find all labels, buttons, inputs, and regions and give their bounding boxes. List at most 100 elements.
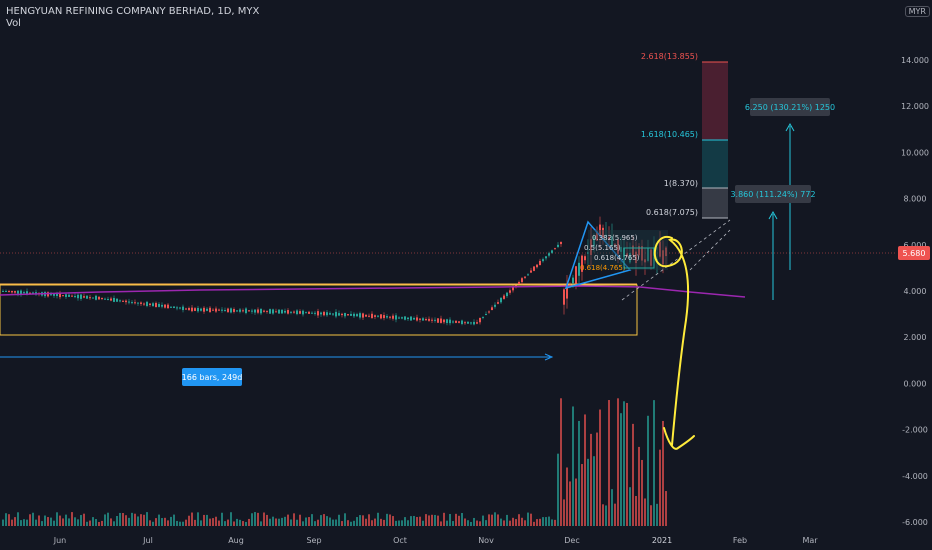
volume-bar <box>152 521 154 526</box>
date-range-label-bg <box>182 368 242 386</box>
volume-bar <box>206 514 208 526</box>
candle <box>563 289 565 305</box>
candle <box>533 266 535 271</box>
volume-bar <box>248 518 250 526</box>
volume-bar <box>452 521 454 526</box>
volume-bar <box>638 446 640 526</box>
volume-bar <box>479 521 481 526</box>
candle <box>521 278 523 283</box>
volume-bar <box>122 513 124 526</box>
consolidation-box <box>623 247 655 269</box>
volume-bar <box>440 521 442 526</box>
volume-bar <box>530 513 532 526</box>
candle <box>83 296 85 298</box>
volume-bar <box>518 514 520 526</box>
volume-bar <box>566 467 568 526</box>
volume-bar <box>326 516 328 526</box>
candle <box>317 311 319 316</box>
price-tick-label: 10.000 <box>901 148 929 157</box>
candle <box>140 302 142 304</box>
volume-bar <box>149 520 151 526</box>
volume-bar <box>185 519 187 526</box>
candle <box>17 290 19 294</box>
candle <box>221 309 223 311</box>
candle <box>146 301 148 307</box>
candle <box>575 266 577 284</box>
volume-bar <box>293 513 295 526</box>
volume-bar <box>2 519 4 526</box>
candle <box>374 315 376 317</box>
volume-bar <box>581 464 583 526</box>
volume-bar <box>98 521 100 526</box>
candle <box>452 321 454 323</box>
volume-bar <box>170 516 172 526</box>
volume-bar <box>569 481 571 526</box>
candle <box>530 270 532 273</box>
volume-bar <box>464 518 466 526</box>
fib-level-label-1: 1.618(10.465) <box>641 130 698 139</box>
candle <box>380 314 382 319</box>
candle <box>5 290 7 292</box>
fib-extension: 2.618(13.855) 1.618(10.465) 1(8.370) 0.6… <box>641 52 728 219</box>
candle <box>557 244 559 247</box>
volume-bar <box>458 515 460 526</box>
fib-retracement-small: 0.382(5.965) 0.5(5.165) 0.618(4.765) 0.6… <box>580 230 668 272</box>
candle <box>494 304 496 307</box>
candle <box>326 312 328 316</box>
candle <box>551 250 553 253</box>
candle <box>62 295 64 297</box>
volume-bar <box>620 413 622 526</box>
candle <box>86 295 88 299</box>
candle <box>80 294 82 299</box>
candle <box>287 310 289 314</box>
price-tick-label: 14.000 <box>901 56 929 65</box>
volume-bar <box>467 520 469 526</box>
range-box <box>0 284 638 336</box>
fib-inner-label-0: 0.382(5.965) <box>592 234 638 242</box>
volume-bar <box>101 520 103 526</box>
volume-bar <box>14 517 16 526</box>
volume-bar <box>29 514 31 526</box>
volume-bar <box>5 513 7 526</box>
volume-bar <box>272 516 274 526</box>
candle <box>485 314 487 316</box>
time-axis[interactable]: Jun Jul Aug Sep Oct Nov Dec 2021 Feb Mar <box>53 536 819 545</box>
volume-bar <box>305 517 307 526</box>
candle <box>443 319 445 323</box>
volume-bar <box>647 415 649 526</box>
volume-bar <box>239 519 241 526</box>
candle <box>182 306 184 311</box>
volume-bar <box>251 513 253 526</box>
candle <box>356 314 358 317</box>
candle <box>68 294 70 297</box>
volume-bar <box>173 514 175 526</box>
volume-bar <box>269 518 271 526</box>
volume-bar <box>560 398 562 526</box>
candle <box>248 310 250 312</box>
volume-bar <box>287 514 289 526</box>
volume-bar <box>419 516 421 526</box>
candle <box>134 302 136 304</box>
volume-bar <box>473 517 475 526</box>
currency-badge[interactable]: MYR <box>904 6 930 17</box>
candle <box>29 292 31 294</box>
candle <box>128 301 130 303</box>
hand-drawn-annotation <box>654 235 695 450</box>
volume-bar <box>563 499 565 526</box>
candle <box>542 259 544 262</box>
candle <box>107 298 109 300</box>
volume-bar <box>572 406 574 526</box>
candle <box>518 282 520 284</box>
volume-bar <box>587 458 589 526</box>
volume-bar <box>236 518 238 526</box>
candle <box>314 312 316 314</box>
price-axis[interactable]: 14.000 12.000 10.000 8.000 6.000 4.000 2.000 0.… <box>901 56 929 527</box>
volume-bar <box>167 520 169 526</box>
candle <box>497 302 499 304</box>
volume-bar <box>26 519 28 526</box>
candle <box>347 314 349 316</box>
candle <box>392 315 394 319</box>
candle <box>344 312 346 317</box>
volume-bar <box>53 520 55 526</box>
